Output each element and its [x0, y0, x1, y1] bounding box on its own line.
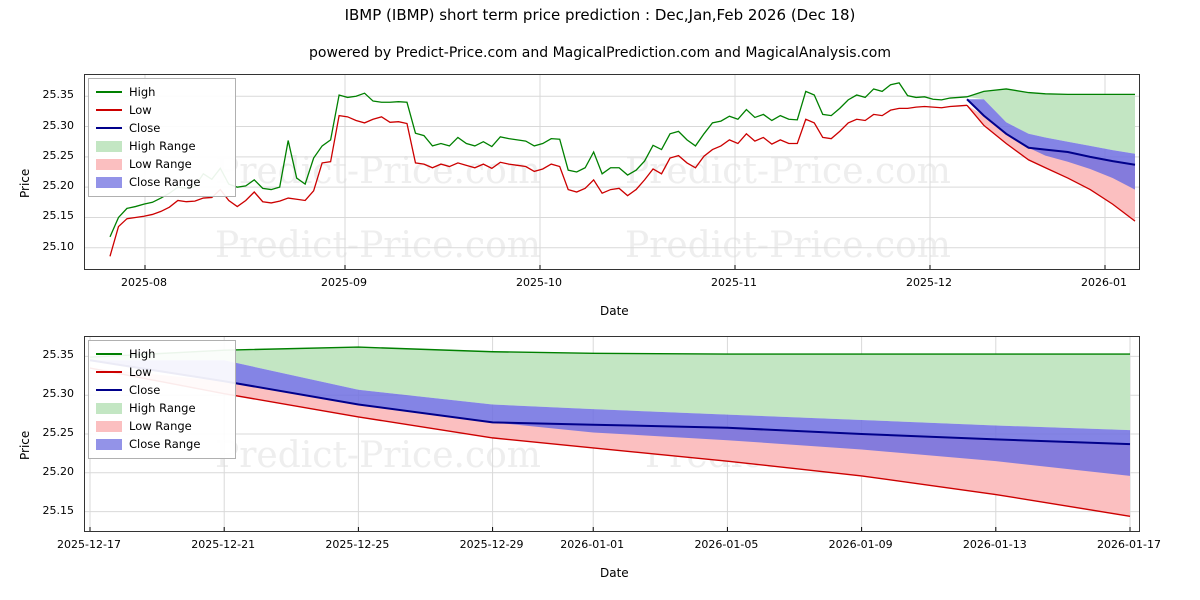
y-tick-label: 25.20 [42, 179, 75, 193]
top-chart-panel: Predict-Price.com Predict-Price.com Predic… [84, 74, 1140, 270]
top-chart-svg: Predict-Price.com Predict-Price.com Predic… [85, 75, 1139, 269]
legend-item-close: Close [96, 381, 228, 399]
legend-swatch [96, 91, 122, 93]
legend-swatch [96, 402, 122, 414]
y-tick-label: 25.15 [42, 503, 75, 517]
x-tick-label: 2025-12-29 [459, 538, 524, 551]
y-tick-label: 25.25 [42, 148, 75, 162]
y-tick-label: 25.30 [42, 118, 75, 132]
x-tick-label: 2026-01-17 [1097, 538, 1161, 551]
legend-label: High Range [129, 138, 196, 153]
top-legend: High Low Close High Range Low Range Close Ran… [88, 78, 236, 197]
y-tick-label: 25.35 [42, 348, 75, 362]
legend-swatch [96, 176, 122, 188]
y-tick-label: 25.20 [42, 464, 75, 478]
x-tick-label: 2026-01-09 [828, 538, 893, 551]
legend-label: Close [129, 120, 161, 135]
x-tick-label: 2025-12-17 [57, 538, 121, 551]
svg-text:Predict-Price.com: Predict-Price.com [625, 151, 951, 192]
legend-swatch [96, 158, 122, 170]
legend-label: High [129, 84, 156, 99]
svg-text:Predict-Price.com: Predict-Price.com [215, 435, 541, 476]
y-tick-label: 25.25 [42, 426, 75, 439]
legend-swatch [96, 438, 122, 450]
legend-swatch [96, 389, 122, 391]
legend-item-close-range: Close Range [96, 435, 228, 453]
legend-item-low: Low [96, 101, 228, 119]
svg-text:Predict-Price.com: Predict-Price.com [215, 225, 541, 266]
legend-label: Close Range [129, 174, 201, 189]
legend-item-low-range: Low Range [96, 155, 228, 173]
legend-label: Low Range [129, 156, 192, 171]
legend-label: Low [129, 102, 152, 117]
legend-item-high: High [96, 345, 228, 363]
legend-item-low: Low [96, 363, 228, 381]
x-tick-label: 2026-01 [1081, 276, 1127, 289]
legend-item-high-range: High Range [96, 399, 228, 417]
legend-swatch [96, 353, 122, 355]
x-tick-label: 2025-09 [321, 276, 367, 289]
legend-label: Close [129, 382, 161, 397]
legend-item-close-range: Close Range [96, 173, 228, 191]
legend-label: Low Range [129, 418, 192, 433]
legend-swatch [96, 127, 122, 129]
svg-text:Predict-Price.com: Predict-Price.com [625, 225, 951, 266]
legend-label: Close Range [129, 436, 201, 451]
legend-swatch [96, 371, 122, 373]
legend-label: High [129, 346, 156, 361]
bottom-x-axis-label: Date [600, 566, 629, 580]
legend-swatch [96, 109, 122, 111]
y-tick-label: 25.35 [42, 88, 75, 102]
legend-swatch [96, 140, 122, 152]
x-tick-label: 2026-01-05 [694, 538, 759, 551]
y-tick-label: 25.10 [42, 239, 75, 253]
x-tick-label: 2025-12-25 [325, 538, 390, 551]
page-title: IBMP (IBMP) short term price prediction … [344, 6, 856, 24]
legend-item-low-range: Low Range [96, 417, 228, 435]
bottom-legend: High Low Close High Range Low Range Close Ran… [88, 340, 236, 459]
y-tick-label: 25.30 [42, 387, 75, 401]
x-tick-label: 2026-01-13 [962, 538, 1027, 551]
x-tick-label: 2025-11 [711, 276, 757, 289]
legend-label: High Range [129, 400, 196, 415]
x-tick-label: 2025-12 [906, 276, 952, 289]
svg-text:Predict-Price.com: Predict-Price.com [215, 151, 541, 192]
top-x-axis-label: Date [600, 304, 629, 318]
legend-swatch [96, 420, 122, 432]
page-subtitle: powered by Predict-Price.com and Magical… [309, 45, 891, 61]
x-tick-label: 2026-01-01 [560, 538, 625, 551]
y-tick-label: 25.15 [42, 209, 75, 223]
x-tick-label: 2025-10 [516, 276, 562, 289]
legend-item-high-range: High Range [96, 137, 228, 155]
legend-item-close: Close [96, 119, 228, 137]
x-tick-label: 2025-12-21 [191, 538, 256, 551]
legend-label: Low [129, 364, 152, 379]
legend-item-high: High [96, 83, 228, 101]
x-tick-label: 2025-08 [121, 276, 167, 289]
